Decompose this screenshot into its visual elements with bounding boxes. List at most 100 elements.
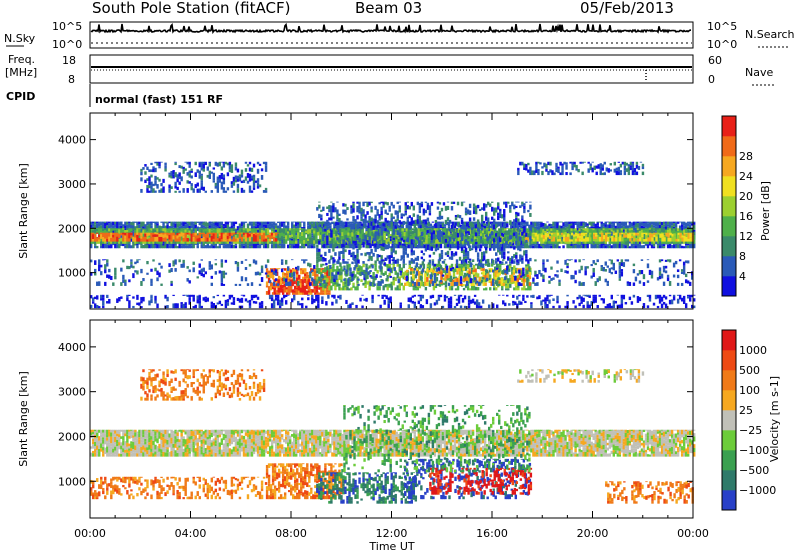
heatmap-cell	[351, 223, 354, 226]
heatmap-cell	[379, 221, 382, 224]
heatmap-cell	[284, 232, 288, 236]
heatmap-cell	[182, 232, 185, 236]
heatmap-cell	[502, 221, 505, 223]
heatmap-cell	[128, 234, 131, 239]
heatmap-cell	[160, 228, 163, 231]
heatmap-cell	[520, 244, 523, 249]
heatmap-cell	[458, 283, 461, 286]
heatmap-cell	[182, 221, 185, 223]
heatmap-cell	[588, 228, 591, 231]
heatmap-cell	[598, 228, 601, 234]
heatmap-cell	[554, 244, 557, 249]
heatmap-cell	[226, 238, 230, 242]
heatmap-cell	[196, 245, 199, 249]
heatmap-cell	[188, 240, 191, 244]
heatmap-cell	[325, 243, 328, 249]
heatmap-cell	[619, 237, 622, 242]
heatmap-cell	[316, 229, 319, 233]
heatmap-cell	[315, 230, 318, 235]
heatmap-cell	[463, 221, 467, 225]
heatmap-cell	[444, 277, 447, 282]
heatmap-cell	[483, 230, 487, 235]
heatmap-cell	[342, 260, 345, 264]
heatmap-cell	[160, 236, 163, 242]
heatmap-cell	[618, 221, 622, 224]
heatmap-cell	[340, 274, 343, 280]
heatmap-cell	[208, 225, 211, 228]
heatmap-cell	[508, 243, 511, 249]
heatmap-cell	[330, 285, 333, 291]
heatmap-cell	[349, 232, 352, 238]
heatmap-cell	[314, 268, 317, 271]
heatmap-cell	[92, 239, 95, 242]
heatmap-cell	[283, 268, 287, 271]
heatmap-cell	[196, 221, 199, 223]
heatmap-cell	[154, 234, 157, 237]
heatmap-cell	[477, 232, 481, 235]
heatmap-cell	[471, 235, 475, 238]
heatmap-cell	[178, 223, 181, 227]
heatmap-cell	[509, 281, 512, 284]
heatmap-cell	[98, 239, 101, 242]
heatmap-cell	[552, 225, 555, 229]
heatmap-cell	[389, 234, 392, 237]
heatmap-cell	[586, 223, 589, 226]
heatmap-cell	[473, 221, 477, 226]
heatmap-cell	[481, 233, 485, 238]
heatmap-cell	[542, 222, 545, 227]
heatmap-cell	[596, 221, 599, 226]
heatmap-cell	[670, 230, 674, 235]
heatmap-cell	[586, 245, 589, 249]
heatmap-cell	[138, 237, 141, 242]
heatmap-cell	[295, 222, 298, 227]
heatmap-cell	[174, 228, 177, 233]
heatmap-cell	[359, 221, 362, 224]
heatmap-cell	[542, 232, 545, 237]
heatmap-cell	[564, 223, 567, 228]
heatmap-cell	[106, 228, 109, 232]
heatmap-cell	[258, 238, 262, 244]
heatmap-cell	[148, 244, 151, 249]
heatmap-cell	[206, 232, 209, 238]
heatmap-cell	[271, 292, 275, 295]
heatmap-cell	[360, 266, 363, 270]
heatmap-cell	[352, 201, 355, 204]
heatmap-cell	[112, 237, 115, 242]
heatmap-cell	[140, 236, 143, 239]
heatmap-cell	[666, 228, 670, 230]
heatmap-cell	[578, 221, 581, 227]
heatmap-cell	[462, 275, 466, 281]
heatmap-cell	[316, 247, 319, 253]
heatmap-cell	[636, 244, 640, 249]
heatmap-cell	[429, 228, 433, 230]
heatmap-cell	[258, 221, 262, 223]
heatmap-cell	[485, 226, 489, 230]
heatmap-cell	[190, 229, 193, 234]
heatmap-cell	[318, 270, 321, 275]
heatmap-cell	[256, 229, 260, 234]
heatmap-cell	[542, 229, 545, 233]
heatmap-cell	[450, 263, 454, 268]
heatmap-cell	[421, 245, 425, 249]
heatmap-cell	[534, 221, 537, 223]
heatmap-cell	[234, 232, 238, 234]
cpid-label: CPID	[6, 90, 35, 103]
heatmap-cell	[408, 282, 411, 287]
heatmap-cell	[328, 217, 331, 221]
heatmap-cell	[240, 228, 244, 230]
heatmap-cell	[444, 279, 448, 285]
heatmap-cell	[208, 245, 211, 249]
heatmap-cell	[331, 221, 334, 225]
heatmap-cell	[663, 237, 666, 242]
heatmap-cell	[644, 221, 648, 223]
heatmap-cell	[354, 240, 357, 244]
heatmap-cell	[234, 239, 238, 244]
heatmap-cell	[146, 233, 149, 237]
heatmap-cell	[366, 202, 369, 207]
heatmap-cell	[399, 244, 402, 249]
heatmap-cell	[590, 232, 593, 237]
heatmap-cell	[674, 243, 678, 249]
heatmap-cell	[332, 216, 335, 219]
heatmap-cell	[564, 231, 567, 237]
heatmap-cell	[648, 222, 652, 228]
